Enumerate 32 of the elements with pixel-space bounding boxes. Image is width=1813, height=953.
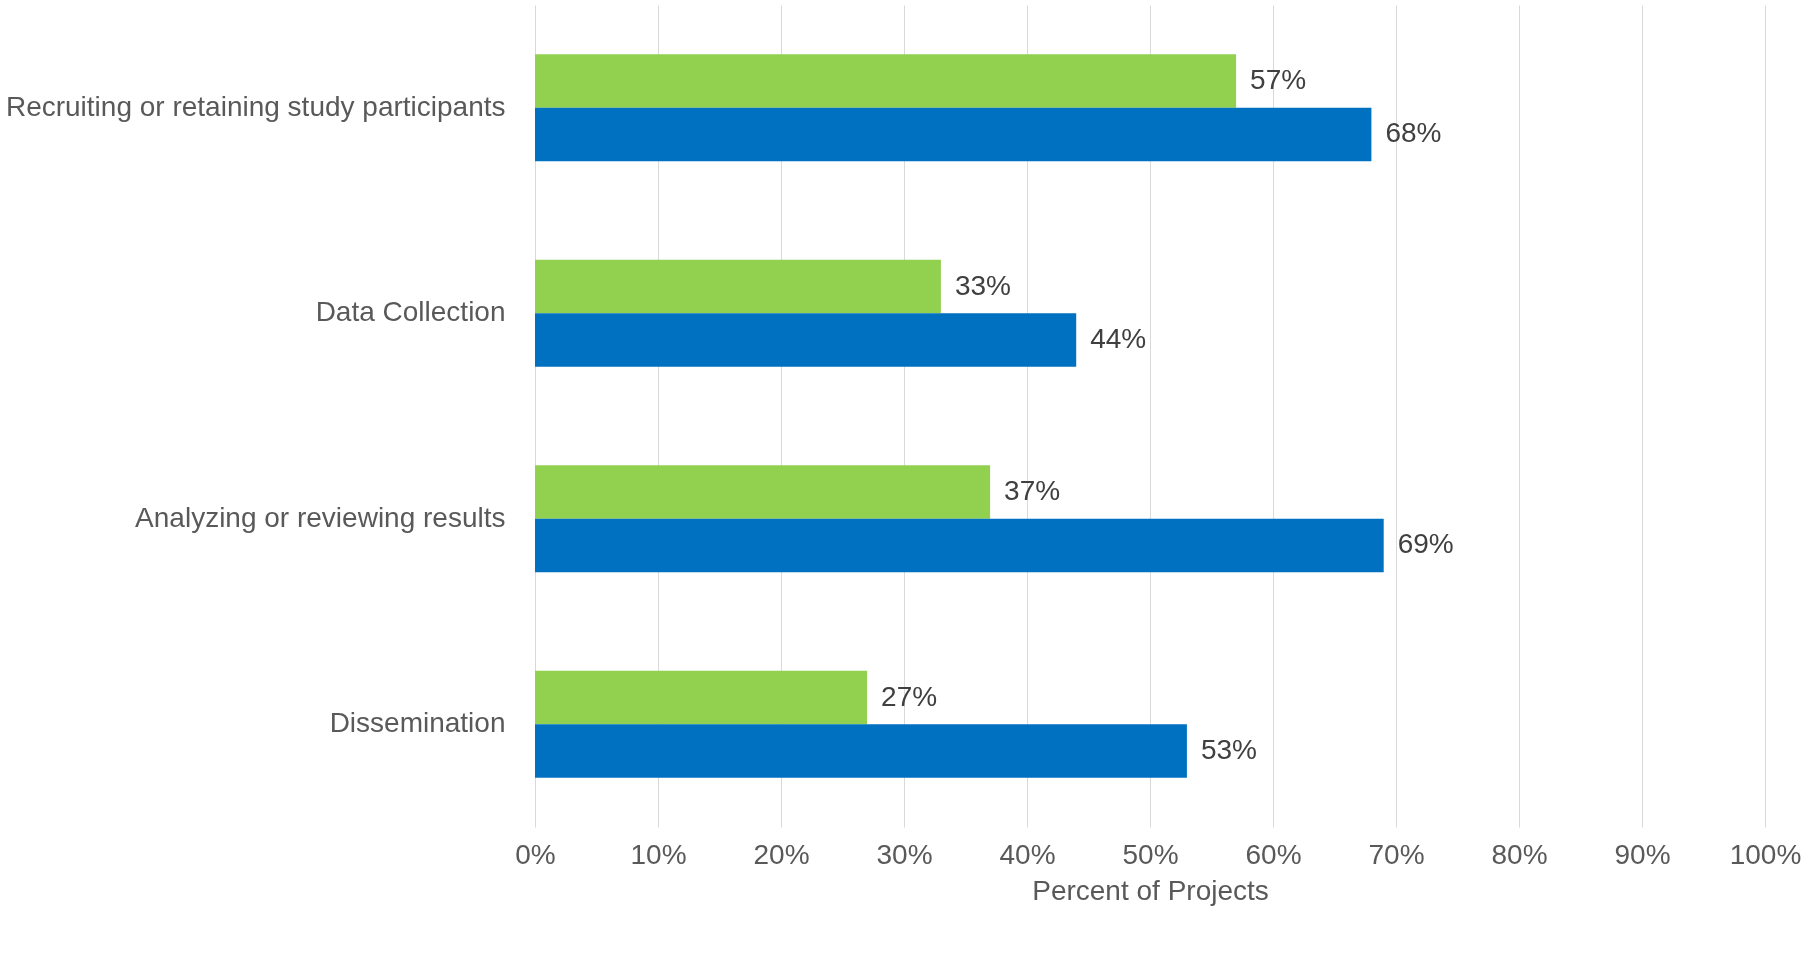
- y-tick-label: Dissemination: [329, 707, 506, 739]
- data-label: 44%: [1090, 322, 1147, 354]
- x-tick-label: 100%: [1729, 838, 1802, 870]
- x-tick-label: 60%: [1245, 838, 1302, 870]
- bar: [535, 259, 941, 314]
- data-label: 33%: [954, 269, 1011, 301]
- bar: [535, 670, 868, 725]
- x-tick-label: 30%: [876, 838, 933, 870]
- y-tick-label: Data Collection: [315, 296, 506, 328]
- x-tick-label: 90%: [1614, 838, 1671, 870]
- data-label: 57%: [1250, 64, 1307, 96]
- y-tick-label: Recruiting or retaining study participants: [5, 90, 506, 122]
- data-label: 53%: [1200, 733, 1257, 765]
- x-axis-title: Percent of Projects: [1032, 874, 1269, 906]
- bar: [535, 518, 1384, 573]
- x-tick-label: 0%: [515, 838, 556, 870]
- bar: [535, 724, 1187, 778]
- x-tick-label: 50%: [1122, 838, 1179, 870]
- bar: [535, 313, 1077, 367]
- x-tick-label: 10%: [630, 838, 687, 870]
- data-label: 69%: [1397, 528, 1454, 560]
- x-tick-label: 20%: [753, 838, 810, 870]
- bar: [535, 54, 1237, 108]
- bar: [535, 465, 991, 519]
- data-label: 37%: [1004, 475, 1061, 507]
- x-tick-label: 40%: [999, 838, 1056, 870]
- bar: [535, 107, 1372, 162]
- y-tick-label: Analyzing or reviewing results: [135, 501, 506, 533]
- data-label: 68%: [1385, 117, 1442, 149]
- x-tick-label: 70%: [1368, 838, 1425, 870]
- data-label: 27%: [881, 680, 938, 712]
- x-tick-label: 80%: [1491, 838, 1548, 870]
